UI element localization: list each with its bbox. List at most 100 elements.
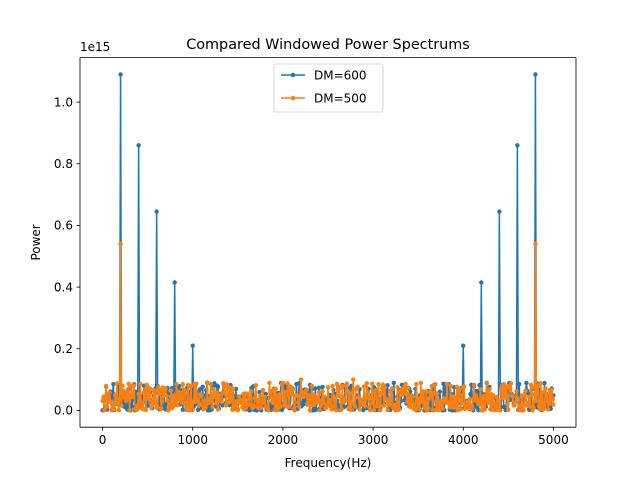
data-point xyxy=(497,209,502,214)
data-point xyxy=(171,393,176,398)
data-point xyxy=(325,385,331,390)
data-point xyxy=(339,406,344,412)
data-point xyxy=(172,280,177,285)
data-point xyxy=(355,384,360,390)
data-point xyxy=(301,402,306,407)
data-point xyxy=(131,383,137,388)
y-tick-label: 0.2 xyxy=(54,342,73,356)
data-point xyxy=(440,406,445,411)
data-point xyxy=(523,388,528,393)
data-point xyxy=(524,380,529,386)
data-point xyxy=(224,382,230,387)
data-point xyxy=(439,403,444,408)
data-point xyxy=(309,383,314,389)
data-point xyxy=(427,389,433,395)
data-point xyxy=(296,404,302,409)
chart-title: Compared Windowed Power Spectrums xyxy=(186,37,470,53)
data-point xyxy=(211,386,216,392)
data-point xyxy=(165,398,170,403)
data-point xyxy=(183,390,188,396)
data-point xyxy=(292,408,297,413)
data-point xyxy=(114,381,120,386)
data-point xyxy=(389,386,395,392)
data-point xyxy=(116,407,121,413)
data-point xyxy=(486,400,491,405)
data-point xyxy=(424,389,429,395)
data-point xyxy=(491,401,497,406)
data-point xyxy=(436,407,442,413)
data-point xyxy=(508,381,514,386)
data-point xyxy=(150,397,156,402)
data-point xyxy=(377,404,382,409)
data-point xyxy=(215,384,221,390)
data-point xyxy=(208,381,213,387)
data-point xyxy=(419,399,424,405)
data-point xyxy=(533,72,538,77)
data-point xyxy=(147,397,152,402)
axes-frame xyxy=(79,57,577,428)
data-point xyxy=(154,209,159,214)
data-point xyxy=(261,400,267,406)
data-point xyxy=(521,407,526,413)
series-layer xyxy=(100,72,556,413)
data-point xyxy=(428,394,434,399)
data-point xyxy=(290,387,296,392)
data-point xyxy=(196,403,202,408)
data-point xyxy=(477,382,482,388)
data-point xyxy=(112,392,118,398)
data-point xyxy=(370,400,376,405)
data-point xyxy=(352,404,358,409)
data-point xyxy=(296,400,301,405)
data-point xyxy=(143,407,149,413)
data-point xyxy=(376,382,381,387)
data-point xyxy=(515,143,520,148)
data-point xyxy=(484,380,489,386)
data-point xyxy=(340,383,345,389)
y-tick-label: 0.6 xyxy=(54,219,73,233)
data-point xyxy=(502,395,507,400)
data-point xyxy=(379,391,384,396)
data-point xyxy=(200,384,205,390)
data-point xyxy=(342,398,348,404)
data-point xyxy=(330,383,335,389)
data-point xyxy=(153,388,158,393)
data-point xyxy=(180,382,186,387)
data-point xyxy=(287,404,292,409)
x-axis-label: Frequency(Hz) xyxy=(285,456,372,470)
data-point xyxy=(397,407,402,412)
data-point xyxy=(233,402,239,408)
data-point xyxy=(471,382,477,388)
data-point xyxy=(163,386,168,391)
data-point xyxy=(199,393,204,398)
data-point xyxy=(403,381,408,387)
data-point xyxy=(175,403,180,408)
x-tick-label: 0 xyxy=(99,433,107,447)
x-ticks: 0 1000 2000 3000 4000 5000 xyxy=(99,427,569,447)
data-point xyxy=(482,407,488,412)
data-point xyxy=(260,387,266,393)
data-point xyxy=(168,388,174,393)
data-point xyxy=(223,403,229,408)
data-point xyxy=(430,408,435,413)
data-point xyxy=(228,398,233,404)
data-point xyxy=(514,389,519,394)
data-point xyxy=(164,393,169,398)
data-point xyxy=(527,404,533,409)
y-tick-label: 0.4 xyxy=(54,280,73,294)
data-point xyxy=(321,400,326,406)
data-point xyxy=(158,406,164,412)
data-point xyxy=(181,400,186,406)
y-offset-label: 1e15 xyxy=(80,40,110,54)
data-point xyxy=(311,392,316,397)
data-point xyxy=(273,386,278,392)
data-point xyxy=(412,402,417,407)
data-point xyxy=(378,408,383,413)
data-point xyxy=(550,396,555,401)
data-point xyxy=(239,399,244,405)
data-point xyxy=(288,391,294,396)
data-point xyxy=(178,390,184,396)
data-point xyxy=(286,388,291,393)
data-point xyxy=(420,396,425,401)
data-point xyxy=(253,382,259,388)
data-point xyxy=(278,394,284,399)
